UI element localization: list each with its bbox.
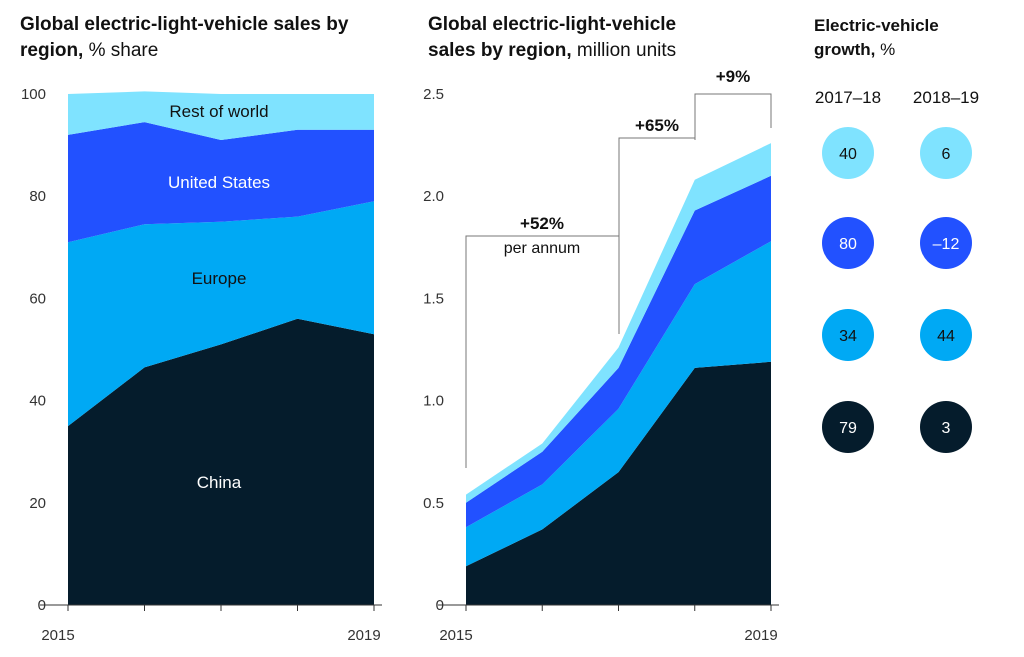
- units-chart-y-tick-label: 1.5: [423, 290, 444, 307]
- share-chart-y-tick-label: 100: [21, 86, 46, 103]
- units-chart-x-tick-label: 2015: [439, 627, 472, 644]
- growth-bubble-value: 6: [942, 146, 951, 163]
- units-chart-y-tick-label: 0.5: [423, 495, 444, 512]
- share-chart-area-china: [68, 318, 374, 605]
- growth-column-header: 2018–19: [913, 88, 979, 107]
- growth-bubble-value: 3: [942, 420, 951, 437]
- units-chart-y-tick-label: 2.5: [423, 86, 444, 103]
- growth-bubble: [920, 127, 972, 179]
- units-chart-area-united-states: [466, 175, 771, 528]
- share-chart-x-tick-label: 2015: [41, 627, 74, 644]
- growth-bubble: [822, 401, 874, 453]
- growth-bubble-value: 40: [839, 146, 857, 163]
- share-chart-area-europe: [68, 201, 374, 427]
- units-chart-area-rest-of-world: [466, 143, 771, 503]
- share-chart-series-label: Europe: [192, 269, 247, 288]
- growth-bubble: [920, 309, 972, 361]
- middle-chart-title: Global electric-light-vehicle sales by r…: [428, 12, 728, 64]
- growth-bubble-value: –12: [933, 236, 960, 253]
- share-chart-y-tick-label: 80: [29, 188, 46, 205]
- growth-bubble: [822, 217, 874, 269]
- units-chart-area-china: [466, 361, 771, 605]
- growth-bubble: [920, 217, 972, 269]
- units-chart-y-tick-label: 2.0: [423, 188, 444, 205]
- share-chart-y-tick-label: 20: [29, 495, 46, 512]
- share-chart-series-label: United States: [168, 173, 270, 192]
- growth-bubble-value: 80: [839, 236, 857, 253]
- share-chart-area-united-states: [68, 122, 374, 243]
- growth-column-header: 2017–18: [815, 88, 881, 107]
- right-table-title: Electric-vehicle growth, %: [814, 14, 984, 62]
- units-chart-area-europe: [466, 241, 771, 567]
- growth-bubble: [822, 309, 874, 361]
- growth-bubble: [822, 127, 874, 179]
- growth-bubble: [920, 401, 972, 453]
- share-chart-y-tick-label: 60: [29, 290, 46, 307]
- share-chart-area-rest-of-world: [68, 91, 374, 140]
- growth-bubble-value: 79: [839, 420, 857, 437]
- annotation-label: +9%: [716, 67, 751, 86]
- annotation-label: +52%: [520, 214, 564, 233]
- share-chart-y-tick-label: 0: [38, 597, 46, 614]
- units-chart-y-tick-label: 1.0: [423, 393, 444, 410]
- units-chart-x-tick-label: 2019: [744, 627, 777, 644]
- annotation-sublabel: per annum: [504, 240, 581, 257]
- mid-title-bold: Global electric-light-vehicle sales by r…: [428, 14, 677, 61]
- left-title-rest: % share: [88, 40, 159, 61]
- share-chart-series-label: Rest of world: [169, 102, 268, 121]
- share-chart-x-tick-label: 2019: [347, 627, 380, 644]
- share-chart-series-label: China: [197, 473, 242, 492]
- right-title-rest: %: [880, 40, 896, 59]
- right-title-bold: Electric-vehicle growth,: [814, 16, 939, 59]
- left-title-bold: Global electric-light-vehicle sales by r…: [20, 14, 349, 61]
- growth-bubble-value: 44: [937, 328, 955, 345]
- left-chart-title: Global electric-light-vehicle sales by r…: [20, 12, 380, 64]
- mid-title-rest: million units: [576, 40, 677, 61]
- growth-bracket-2018-2019: [694, 93, 772, 140]
- growth-bubble-value: 34: [839, 328, 857, 345]
- share-chart-y-tick-label: 40: [29, 393, 46, 410]
- annotation-label: +65%: [635, 116, 679, 135]
- units-chart-y-tick-label: 0: [436, 597, 444, 614]
